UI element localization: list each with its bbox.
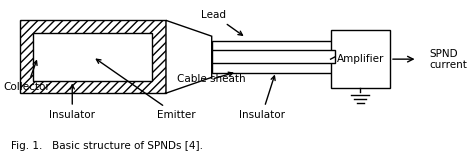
Bar: [212, 41, 335, 73]
Text: Cable sheath: Cable sheath: [177, 72, 246, 84]
Text: Fig. 1.   Basic structure of SPNDs [4].: Fig. 1. Basic structure of SPNDs [4].: [10, 141, 202, 151]
Bar: [20, 20, 166, 93]
Text: Lead: Lead: [201, 10, 243, 35]
Bar: [212, 50, 335, 63]
Bar: [33, 33, 152, 80]
Text: Emitter: Emitter: [96, 59, 195, 120]
Text: Amplifier: Amplifier: [337, 54, 384, 64]
Polygon shape: [166, 20, 212, 93]
Text: current: current: [429, 60, 467, 70]
Text: SPND: SPND: [429, 49, 457, 59]
Text: Collector: Collector: [4, 61, 50, 92]
Text: Insulator: Insulator: [239, 76, 285, 120]
Bar: [330, 30, 390, 88]
Text: Insulator: Insulator: [49, 85, 95, 120]
